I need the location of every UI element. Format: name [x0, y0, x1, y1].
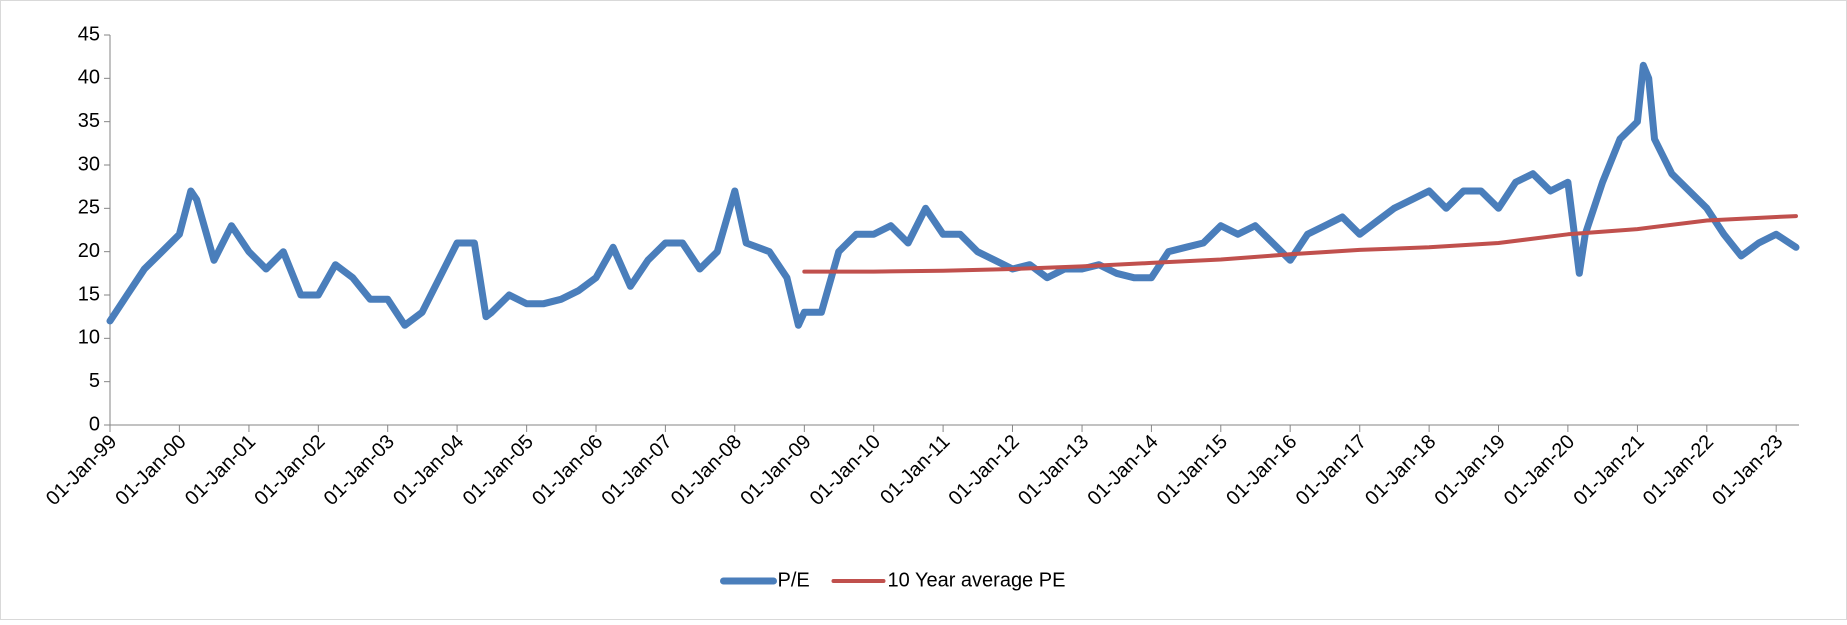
y-tick-label: 15 — [78, 283, 100, 305]
legend-label: 10 Year average PE — [888, 569, 1066, 591]
legend-label: P/E — [778, 569, 810, 591]
series-line — [106, 61, 1800, 329]
series-line — [802, 214, 1798, 274]
y-tick-label: 35 — [78, 110, 100, 132]
y-tick-label: 20 — [78, 240, 100, 262]
y-tick-label: 30 — [78, 153, 100, 175]
y-tick-label: 45 — [78, 23, 100, 45]
y-tick-label: 10 — [78, 327, 100, 349]
y-tick-label: 0 — [89, 413, 100, 435]
y-tick-label: 5 — [89, 370, 100, 392]
y-tick-label: 25 — [78, 197, 100, 219]
y-tick-label: 40 — [78, 67, 100, 89]
